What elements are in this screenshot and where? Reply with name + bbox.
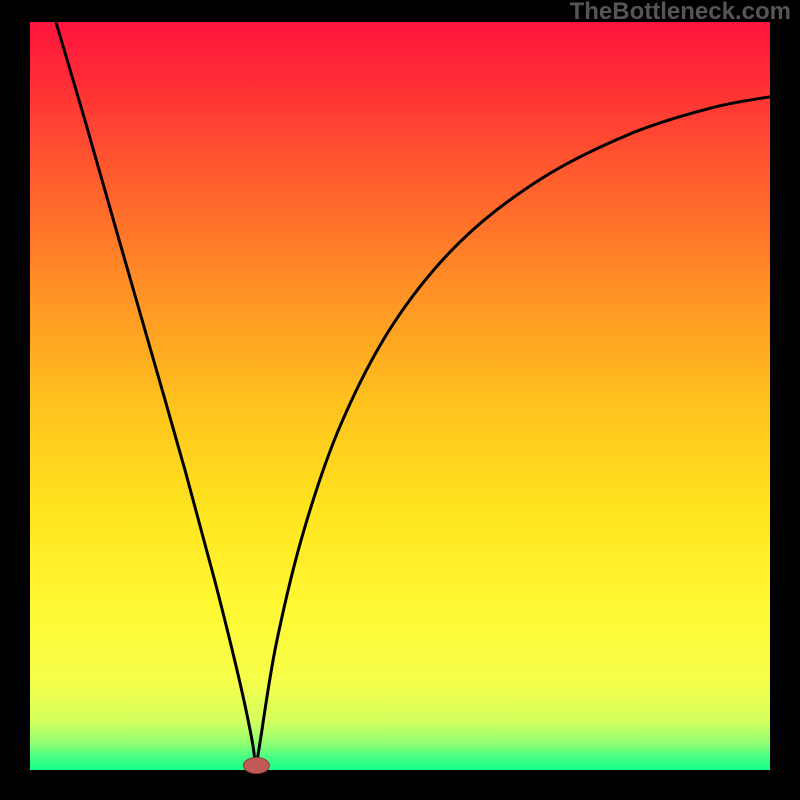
watermark-text: TheBottleneck.com <box>570 0 791 26</box>
gradient-plot-area <box>30 22 770 770</box>
chart-container: TheBottleneck.com <box>0 0 800 800</box>
